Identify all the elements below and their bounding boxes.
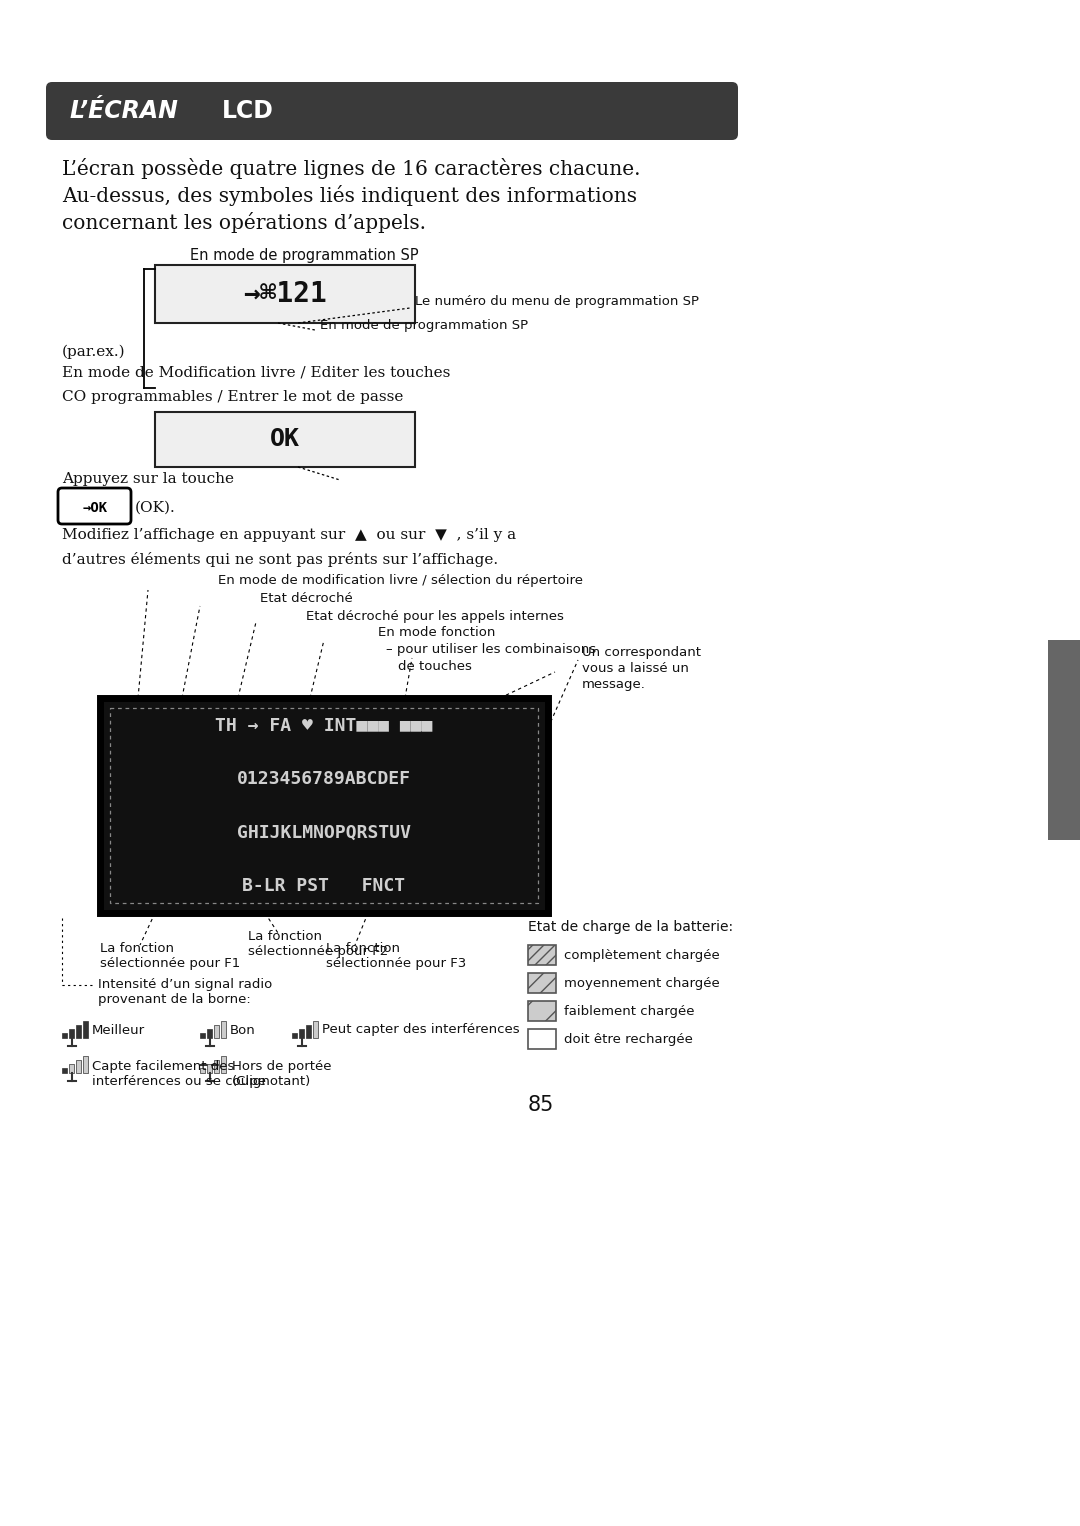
Text: sélectionnée pour F3: sélectionnée pour F3	[326, 957, 467, 971]
Text: En mode de programmation SP: En mode de programmation SP	[190, 249, 419, 262]
Bar	[214, 1025, 219, 1038]
Bar	[214, 1061, 219, 1073]
Text: Capte facilement des: Capte facilement des	[92, 1061, 234, 1073]
Bar	[200, 1068, 205, 1073]
Text: La fonction: La fonction	[100, 942, 174, 955]
FancyBboxPatch shape	[58, 488, 131, 523]
Bar	[76, 1025, 81, 1038]
Text: de touches: de touches	[399, 661, 472, 673]
Text: vous a laissé un: vous a laissé un	[582, 662, 689, 674]
Bar	[306, 1025, 311, 1038]
Text: En mode de Modification livre / Editer les touches: En mode de Modification livre / Editer l…	[62, 365, 450, 378]
Text: TH → FA ♥ INT■■■ ■■■: TH → FA ♥ INT■■■ ■■■	[215, 716, 433, 734]
Bar	[1048, 639, 1080, 839]
Bar	[83, 1056, 87, 1073]
Text: La fonction: La fonction	[326, 942, 400, 955]
Text: →OK: →OK	[82, 501, 108, 514]
Text: Etat décroché: Etat décroché	[260, 592, 353, 604]
Text: 85: 85	[528, 1096, 554, 1116]
Text: Peut capter des interférences: Peut capter des interférences	[322, 1024, 519, 1036]
Text: En mode fonction: En mode fonction	[378, 626, 496, 639]
Bar	[156, 266, 415, 324]
Bar	[62, 1033, 67, 1038]
Bar	[313, 1021, 318, 1038]
Text: complètement chargée: complètement chargée	[564, 949, 719, 961]
Bar	[528, 974, 556, 993]
Text: L’ÉCRAN: L’ÉCRAN	[70, 99, 186, 124]
Bar	[292, 1033, 297, 1038]
Bar	[528, 945, 556, 964]
Text: LCD: LCD	[222, 99, 274, 124]
Text: Appuyez sur la touche: Appuyez sur la touche	[62, 472, 234, 485]
Text: Un correspondant: Un correspondant	[582, 645, 701, 659]
Text: concernant les opérations d’appels.: concernant les opérations d’appels.	[62, 212, 426, 233]
Bar	[221, 1021, 226, 1038]
Text: (par.ex.): (par.ex.)	[62, 345, 125, 360]
Bar	[221, 1056, 226, 1073]
Bar	[207, 1064, 212, 1073]
Text: Modifiez l’affichage en appuyant sur  ▲  ou sur  ▼  , s’il y a: Modifiez l’affichage en appuyant sur ▲ o…	[62, 528, 516, 542]
Text: d’autres éléments qui ne sont pas prénts sur l’affichage.: d’autres éléments qui ne sont pas prénts…	[62, 552, 498, 568]
Bar	[528, 1001, 556, 1021]
Text: En mode de modification livre / sélection du répertoire: En mode de modification livre / sélectio…	[218, 574, 583, 588]
Bar	[100, 697, 548, 913]
Text: En mode de programmation SP: En mode de programmation SP	[320, 319, 528, 331]
Text: CO programmables / Entrer le mot de passe: CO programmables / Entrer le mot de pass…	[62, 391, 403, 404]
Text: sélectionnée pour F1: sélectionnée pour F1	[100, 957, 240, 971]
Bar	[528, 1029, 556, 1048]
Bar	[83, 1021, 87, 1038]
Bar	[69, 1064, 75, 1073]
Bar	[299, 1029, 303, 1038]
Text: Au-dessus, des symboles liés indiquent des informations: Au-dessus, des symboles liés indiquent d…	[62, 185, 637, 206]
Text: GHIJKLMNOPQRSTUV: GHIJKLMNOPQRSTUV	[237, 824, 411, 841]
Text: OK: OK	[270, 427, 300, 452]
Bar	[200, 1033, 205, 1038]
Text: 0123456789ABCDEF: 0123456789ABCDEF	[237, 769, 411, 787]
Text: B-LR PST   FNCT: B-LR PST FNCT	[242, 877, 406, 896]
Text: faiblement chargée: faiblement chargée	[564, 1004, 694, 1018]
Text: interférences ou se coupe: interférences ou se coupe	[92, 1074, 266, 1088]
Bar	[69, 1029, 75, 1038]
Bar	[76, 1061, 81, 1073]
Text: doit être rechargée: doit être rechargée	[564, 1033, 693, 1045]
Text: – pour utiliser les combinaisons: – pour utiliser les combinaisons	[386, 642, 596, 656]
Text: (Clignotant): (Clignotant)	[232, 1074, 311, 1088]
Text: Le numéro du menu de programmation SP: Le numéro du menu de programmation SP	[415, 296, 699, 308]
Text: Etat de charge de la batterie:: Etat de charge de la batterie:	[528, 920, 733, 934]
Text: Bon: Bon	[230, 1024, 256, 1036]
Text: Intensité d’un signal radio: Intensité d’un signal radio	[98, 978, 272, 990]
Bar	[62, 1068, 67, 1073]
Text: (OK).: (OK).	[135, 501, 176, 514]
Text: La fonction: La fonction	[248, 929, 322, 943]
Text: Meilleur: Meilleur	[92, 1024, 145, 1036]
Bar	[207, 1029, 212, 1038]
Text: moyennement chargée: moyennement chargée	[564, 977, 719, 989]
Text: L’écran possède quatre lignes de 16 caractères chacune.: L’écran possède quatre lignes de 16 cara…	[62, 159, 640, 179]
Text: message.: message.	[582, 678, 646, 691]
Text: provenant de la borne:: provenant de la borne:	[98, 993, 251, 1006]
FancyBboxPatch shape	[46, 82, 738, 140]
Text: →⌘121: →⌘121	[243, 279, 327, 308]
Text: sélectionnée pour F2: sélectionnée pour F2	[248, 945, 388, 958]
Text: Hors de portée: Hors de portée	[232, 1061, 332, 1073]
Bar	[110, 708, 538, 903]
Bar	[156, 412, 415, 467]
Text: Etat décroché pour les appels internes: Etat décroché pour les appels internes	[306, 610, 564, 623]
